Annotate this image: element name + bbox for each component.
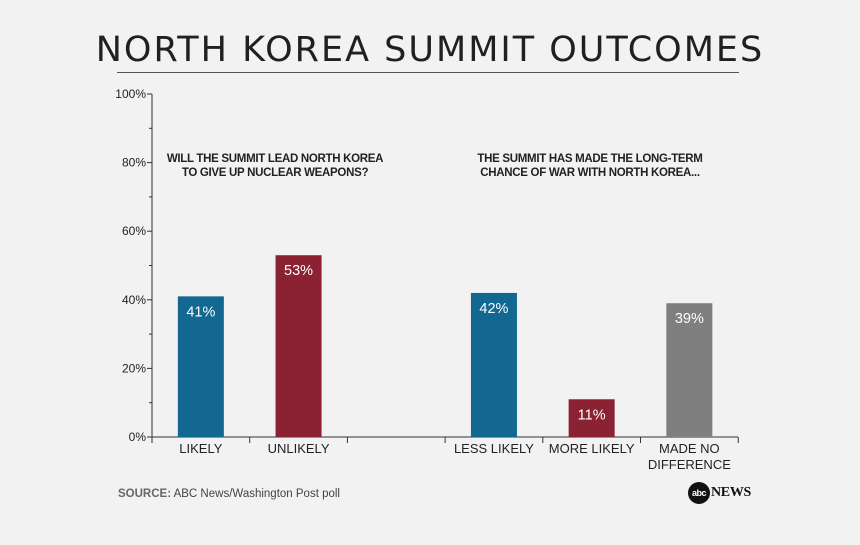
source-note: SOURCE: ABC News/Washington Post poll (118, 488, 340, 500)
x-tick-label: MORE LIKELY (549, 441, 635, 456)
news-logo-text: NEWS (711, 485, 752, 500)
abc-logo-circle: abc (688, 482, 710, 504)
x-tick-label: MADE NO (659, 441, 720, 456)
y-tick-label: 20% (122, 361, 146, 375)
bar-made-no-difference (666, 303, 713, 437)
bar-unlikely (275, 255, 322, 437)
y-tick-label: 60% (122, 224, 146, 238)
x-tick-label: UNLIKELY (268, 441, 330, 456)
x-tick-label: LIKELY (179, 441, 222, 456)
data-label: 41% (186, 304, 215, 320)
title-divider (117, 72, 739, 73)
bar-likely (177, 296, 224, 437)
source-text: ABC News/Washington Post poll (173, 488, 340, 500)
question-2-line-2: CHANCE OF WAR WITH NORTH KOREA... (480, 167, 700, 179)
chart-title: NORTH KOREA SUMMIT OUTCOMES (95, 30, 765, 70)
x-tick-label: LESS LIKELY (454, 441, 534, 456)
data-label: 39% (675, 311, 704, 327)
bar-more-likely (568, 399, 615, 437)
question-1: WILL THE SUMMIT LEAD NORTH KOREA TO GIVE… (150, 152, 400, 180)
question-1-line-1: WILL THE SUMMIT LEAD NORTH KOREA (166, 153, 384, 165)
y-tick-label: 40% (122, 293, 146, 307)
data-label: 11% (578, 407, 606, 423)
y-tick-label: 80% (122, 156, 146, 170)
question-2-line-1: THE SUMMIT HAS MADE THE LONG-TERM (477, 153, 703, 165)
data-label: 42% (479, 301, 508, 317)
bar-less-likely (470, 292, 517, 437)
source-label: SOURCE: (118, 488, 172, 500)
y-tick-label: 0% (129, 430, 147, 444)
y-tick-label: 100% (115, 87, 146, 101)
question-2: THE SUMMIT HAS MADE THE LONG-TERM CHANCE… (465, 152, 715, 180)
question-1-line-2: TO GIVE UP NUCLEAR WEAPONS? (181, 167, 369, 179)
data-label: 53% (284, 263, 313, 279)
x-tick-label: DIFFERENCE (648, 457, 731, 472)
abc-news-logo: abc NEWS (688, 482, 751, 504)
